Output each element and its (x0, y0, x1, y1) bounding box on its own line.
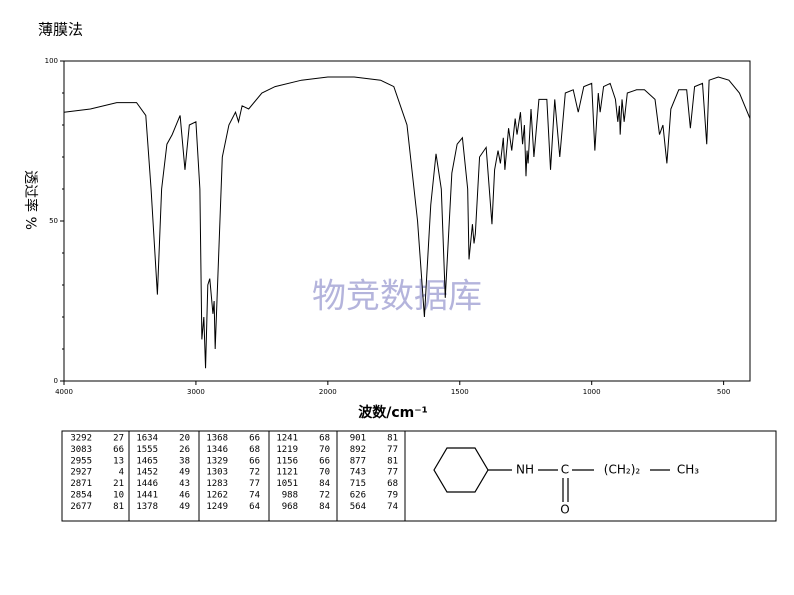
peak-wavenumber: 1121 (276, 468, 298, 478)
peak-wavenumber: 1634 (136, 434, 158, 444)
peak-wavenumber: 626 (350, 491, 366, 501)
peak-intensity: 68 (387, 479, 398, 489)
x-tick-label: 3000 (187, 388, 205, 396)
y-axis-label: 透过率 % (22, 170, 39, 230)
y-tick-label: 50 (49, 217, 58, 225)
structure-label: O (560, 503, 569, 517)
peak-intensity: 20 (179, 434, 190, 444)
peak-intensity: 84 (319, 502, 330, 512)
chart-title: 薄膜法 (38, 21, 83, 39)
plot-frame (63, 60, 751, 382)
peak-wavenumber: 3292 (70, 434, 92, 444)
peak-wavenumber: 1368 (206, 434, 228, 444)
peak-wavenumber: 1219 (276, 445, 298, 455)
peak-intensity: 27 (113, 434, 124, 444)
peak-intensity: 72 (249, 468, 260, 478)
peak-intensity: 79 (387, 491, 398, 501)
peak-intensity: 81 (387, 434, 398, 444)
structure-label: CH₃ (677, 463, 699, 477)
peak-wavenumber: 1329 (206, 456, 228, 466)
peak-intensity: 4 (119, 468, 124, 478)
peak-wavenumber: 1446 (136, 479, 158, 489)
structure-label: C (561, 463, 569, 477)
peak-wavenumber: 1249 (206, 502, 228, 512)
peak-intensity: 74 (387, 502, 398, 512)
peak-wavenumber: 715 (350, 479, 366, 489)
peak-intensity: 70 (319, 445, 330, 455)
peak-intensity: 84 (319, 479, 330, 489)
peak-intensity: 66 (319, 456, 330, 466)
peak-intensity: 77 (387, 468, 398, 478)
peak-wavenumber: 1283 (206, 479, 228, 489)
peak-wavenumber: 743 (350, 468, 366, 478)
peak-wavenumber: 901 (350, 434, 366, 444)
peak-wavenumber: 564 (350, 502, 366, 512)
peak-intensity: 66 (249, 434, 260, 444)
peak-wavenumber: 988 (282, 491, 298, 501)
peak-intensity: 66 (249, 456, 260, 466)
watermark: 物竞数据库 (312, 277, 482, 317)
y-tick-label: 0 (54, 377, 58, 385)
x-tick-label: 2000 (319, 388, 337, 396)
peak-wavenumber: 2871 (70, 479, 92, 489)
structure-bonds (433, 447, 670, 502)
peak-wavenumber: 2677 (70, 502, 92, 512)
table-frame (61, 430, 777, 522)
peak-intensity: 81 (387, 456, 398, 466)
peak-wavenumber: 1156 (276, 456, 298, 466)
peak-wavenumber: 877 (350, 456, 366, 466)
y-tick-label: 100 (45, 57, 58, 65)
peak-intensity: 70 (319, 468, 330, 478)
peak-intensity: 26 (179, 445, 190, 455)
peak-intensity: 74 (249, 491, 260, 501)
peak-intensity: 38 (179, 456, 190, 466)
peak-intensity: 68 (249, 445, 260, 455)
structure-label: NH (516, 463, 534, 477)
peak-intensity: 49 (179, 468, 190, 478)
peak-intensity: 81 (113, 502, 124, 512)
spectrum-line (63, 76, 751, 369)
peak-intensity: 64 (249, 502, 260, 512)
peak-intensity: 13 (113, 456, 124, 466)
peak-wavenumber: 892 (350, 445, 366, 455)
peak-intensity: 10 (113, 491, 124, 501)
peak-wavenumber: 2854 (70, 491, 92, 501)
peak-wavenumber: 1465 (136, 456, 158, 466)
peak-wavenumber: 968 (282, 502, 298, 512)
peak-intensity: 46 (179, 491, 190, 501)
peak-wavenumber: 1303 (206, 468, 228, 478)
peak-wavenumber: 1378 (136, 502, 158, 512)
peak-intensity: 68 (319, 434, 330, 444)
peak-intensity: 21 (113, 479, 124, 489)
x-axis-label: 波数/cm⁻¹ (358, 404, 428, 421)
peak-wavenumber: 2955 (70, 456, 92, 466)
peak-intensity: 72 (319, 491, 330, 501)
peak-wavenumber: 1452 (136, 468, 158, 478)
x-tick-label: 500 (717, 388, 730, 396)
peak-wavenumber: 1555 (136, 445, 158, 455)
x-tick-label: 1000 (583, 388, 601, 396)
peak-wavenumber: 2927 (70, 468, 92, 478)
peak-wavenumber: 1441 (136, 491, 158, 501)
peak-intensity: 43 (179, 479, 190, 489)
peak-wavenumber: 1262 (206, 491, 228, 501)
peak-intensity: 77 (249, 479, 260, 489)
peak-intensity: 77 (387, 445, 398, 455)
peak-intensity: 66 (113, 445, 124, 455)
peak-wavenumber: 1346 (206, 445, 228, 455)
peak-intensity: 49 (179, 502, 190, 512)
x-tick-label: 1500 (451, 388, 469, 396)
peak-wavenumber: 3083 (70, 445, 92, 455)
peak-wavenumber: 1051 (276, 479, 298, 489)
peak-wavenumber: 1241 (276, 434, 298, 444)
structure-label: (CH₂)₂ (604, 463, 641, 477)
x-tick-label: 4000 (55, 388, 73, 396)
